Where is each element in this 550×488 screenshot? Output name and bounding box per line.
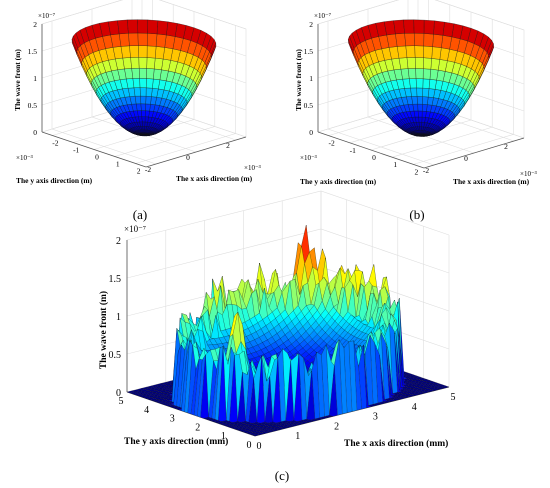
x-tick-label: 1: [295, 431, 300, 442]
x-tick-label: -1: [73, 146, 79, 155]
z-axis-label: The wave front (m): [294, 49, 303, 111]
z-tick-label: 0.5: [28, 101, 38, 110]
x-tick-label: 1: [116, 160, 120, 169]
z-tick-label: 1: [116, 312, 121, 323]
x-tick-label: 2: [415, 167, 419, 176]
x-axis-label: The x axis direction (m): [176, 174, 253, 183]
z-exponent: ×10⁻⁷: [314, 12, 332, 20]
surface: [126, 225, 450, 437]
x-tick-label: 2: [137, 167, 141, 176]
x-axis-label: The x axis direction (m): [453, 177, 530, 186]
z-tick-label: 1: [309, 74, 313, 83]
caption-a: (a): [133, 207, 147, 222]
x-tick-label: 5: [451, 392, 456, 403]
z-exponent: ×10⁻⁷: [124, 224, 146, 234]
y-tick-label: 3: [170, 414, 175, 425]
z-tick-label: 0.5: [109, 350, 122, 361]
y-tick-label: 5: [119, 396, 124, 407]
surface: [348, 19, 494, 137]
y-axis-label: The y axis direction (m): [300, 177, 377, 186]
z-tick-label: 2: [33, 20, 37, 29]
z-tick-label: 0: [116, 388, 121, 399]
y-tick-label: 0: [247, 440, 252, 451]
x-tick-label: -1: [350, 146, 356, 155]
surface: [71, 19, 217, 137]
y-tick-label: 2: [504, 142, 508, 151]
y-tick-label: 1: [221, 431, 226, 442]
x-tick-label: 0: [257, 441, 262, 452]
z-tick-label: 2: [116, 236, 121, 247]
z-tick-label: 1.5: [28, 47, 38, 56]
x-tick-label: 2: [334, 421, 339, 432]
z-tick-label: 1.5: [304, 47, 314, 56]
y-tick-label: 4: [144, 405, 149, 416]
x-tick-label: 4: [412, 402, 417, 413]
x-tick-label: 0: [372, 153, 376, 162]
x-tick-label: 0: [95, 153, 99, 162]
z-tick-label: 0.5: [304, 101, 314, 110]
y-tick-label: -2: [423, 166, 429, 175]
z-tick-label: 0: [33, 128, 37, 137]
x-tick-label: -2: [52, 139, 58, 148]
x-exponent: ×10⁻³: [520, 170, 537, 178]
z-exponent: ×10⁻⁷: [38, 12, 56, 20]
y-tick-label: 0: [464, 154, 468, 163]
y-tick-label: 0: [186, 153, 190, 162]
z-axis-label: The wave front (m): [98, 291, 109, 369]
x-exponent: ×10⁻³: [244, 164, 261, 172]
y-tick-label: 2: [195, 422, 200, 433]
y-axis-label: The y axis direction (m): [16, 176, 93, 185]
y-exponent: ×10⁻³: [16, 154, 33, 162]
y-tick-label: -2: [145, 165, 151, 174]
x-tick-label: 3: [373, 412, 378, 423]
x-tick-label: -2: [328, 139, 334, 148]
caption-c: (c): [275, 468, 289, 483]
z-tick-label: 1.5: [109, 274, 122, 285]
y-exponent: ×10⁻³: [300, 154, 317, 162]
z-axis-label: The wave front (m): [13, 49, 22, 111]
x-axis-label: The x axis direction (mm): [344, 438, 448, 449]
caption-b: (b): [409, 207, 424, 222]
z-tick-label: 1: [33, 74, 37, 83]
y-tick-label: 2: [226, 141, 230, 150]
z-tick-label: 2: [309, 20, 313, 29]
y-axis-label: The y axis direction (mm): [124, 436, 228, 447]
z-tick-label: 0: [309, 128, 313, 137]
x-tick-label: 1: [393, 160, 397, 169]
